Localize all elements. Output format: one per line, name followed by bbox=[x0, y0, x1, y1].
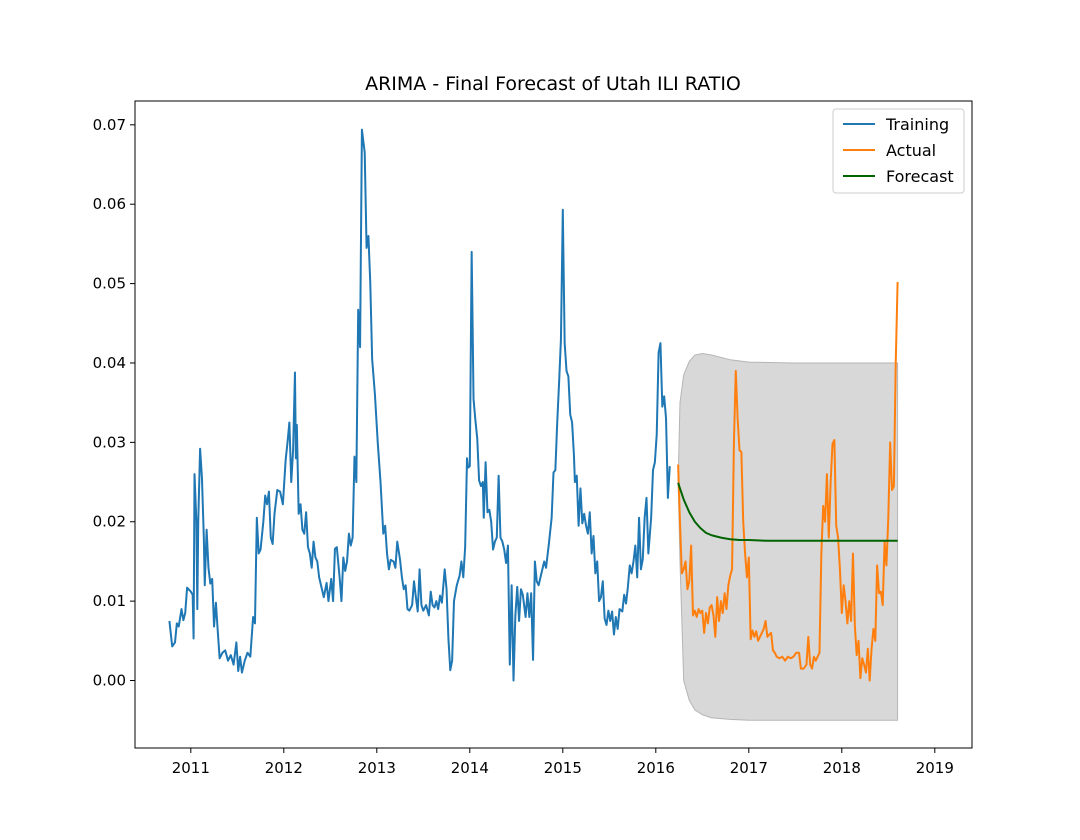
x-tick-label: 2019 bbox=[916, 759, 954, 777]
series-line-forecast bbox=[677, 482, 898, 542]
y-tick-label: 0.06 bbox=[93, 195, 126, 213]
plot-frame bbox=[134, 100, 973, 749]
y-tick-label: 0.00 bbox=[93, 672, 126, 690]
y-tick-label: 0.07 bbox=[93, 116, 126, 134]
y-tick-label: 0.01 bbox=[93, 592, 126, 610]
plot-area bbox=[168, 128, 899, 721]
legend-box bbox=[832, 108, 965, 194]
legend-label-forecast: Forecast bbox=[886, 167, 954, 186]
x-tick-label: 2013 bbox=[358, 759, 396, 777]
x-tick-label: 2015 bbox=[544, 759, 582, 777]
legend: Training Actual Forecast bbox=[832, 108, 965, 194]
axes: 2011 2012 2013 2014 2015 2016 2017 2018 2019 0.00… bbox=[93, 116, 954, 777]
x-tick-label: 2012 bbox=[265, 759, 303, 777]
series-line-training bbox=[168, 128, 671, 682]
y-tick-label: 0.02 bbox=[93, 513, 126, 531]
series-line-actual bbox=[677, 281, 899, 682]
y-tick-label: 0.03 bbox=[93, 433, 126, 451]
x-tick-label: 2014 bbox=[451, 759, 489, 777]
legend-label-actual: Actual bbox=[886, 141, 936, 160]
y-tick-label: 0.05 bbox=[93, 275, 126, 293]
chart-title: ARIMA - Final Forecast of Utah ILI RATIO bbox=[365, 73, 741, 95]
x-tick-label: 2016 bbox=[637, 759, 675, 777]
x-tick-label: 2018 bbox=[823, 759, 861, 777]
x-tick-label: 2011 bbox=[172, 759, 210, 777]
x-tick-label: 2017 bbox=[730, 759, 768, 777]
legend-label-training: Training bbox=[885, 115, 949, 134]
y-tick-label: 0.04 bbox=[93, 354, 126, 372]
